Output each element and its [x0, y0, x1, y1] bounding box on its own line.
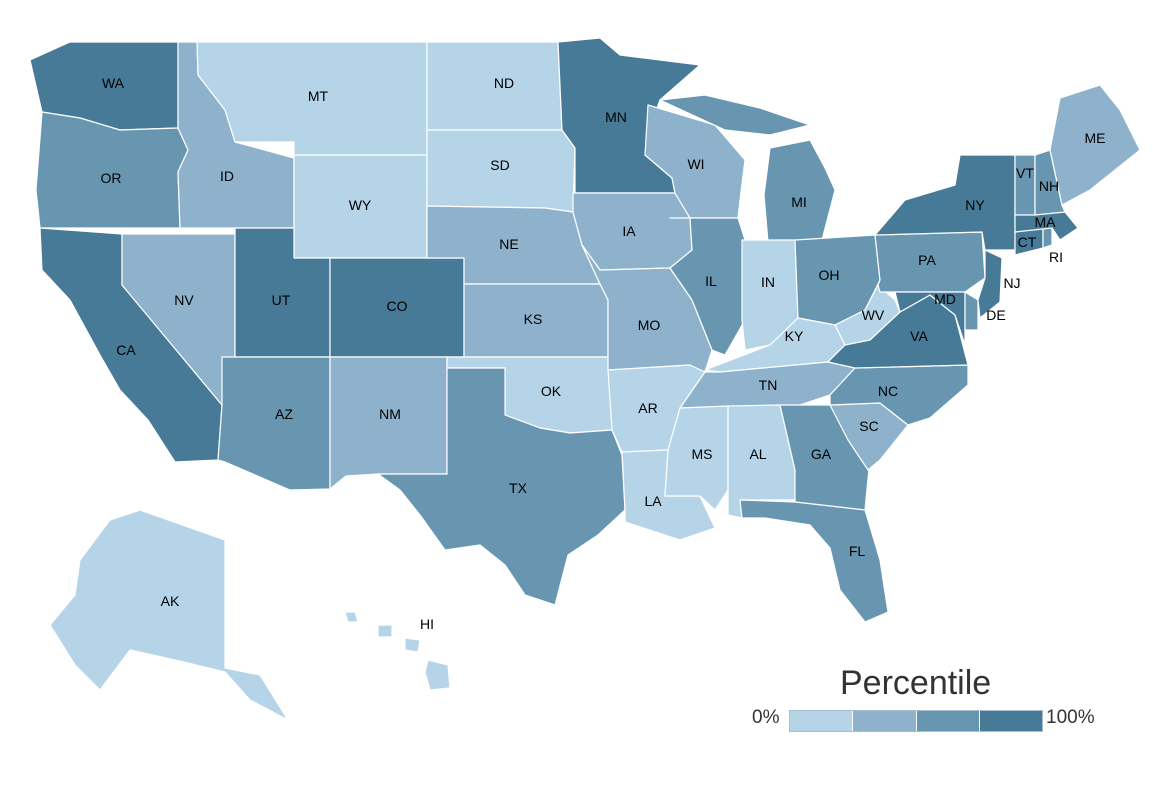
legend-color-scale: [789, 710, 1043, 732]
label-NV: NV: [174, 292, 194, 308]
label-OR: OR: [101, 170, 122, 186]
state-TX[interactable]: [377, 367, 626, 606]
label-ID: ID: [220, 168, 234, 184]
state-labels: WA OR CA ID NV MT WY UT AZ CO NM ND SD N…: [101, 75, 1106, 632]
label-ND: ND: [494, 75, 514, 91]
label-SD: SD: [490, 157, 509, 173]
state-HI[interactable]: [344, 611, 451, 691]
label-KS: KS: [524, 311, 543, 327]
legend-title: Percentile: [840, 664, 992, 702]
label-NM: NM: [379, 406, 401, 422]
label-NJ: NJ: [1003, 275, 1020, 291]
state-MI[interactable]: [659, 94, 836, 243]
state-NH[interactable]: [1034, 149, 1066, 216]
label-WA: WA: [102, 75, 125, 91]
label-WV: WV: [862, 307, 885, 323]
state-RI[interactable]: [1042, 227, 1053, 249]
label-MT: MT: [308, 88, 329, 104]
label-KY: KY: [785, 328, 804, 344]
state-IL[interactable]: [669, 217, 746, 356]
label-AL: AL: [749, 446, 766, 462]
legend-bin-4: [979, 711, 1042, 731]
label-AR: AR: [638, 400, 657, 416]
label-IN: IN: [761, 274, 775, 290]
label-GA: GA: [811, 446, 832, 462]
label-MN: MN: [605, 109, 627, 125]
label-MO: MO: [638, 317, 661, 333]
label-IL: IL: [705, 273, 717, 289]
label-VA: VA: [910, 328, 928, 344]
label-NH: NH: [1039, 178, 1059, 194]
label-TX: TX: [509, 480, 528, 496]
state-FL[interactable]: [739, 499, 889, 623]
label-FL: FL: [849, 543, 866, 559]
label-OH: OH: [819, 267, 840, 283]
label-ME: ME: [1085, 130, 1106, 146]
label-CT: CT: [1018, 234, 1037, 250]
state-NM[interactable]: [329, 356, 448, 490]
state-DE[interactable]: [964, 291, 979, 331]
label-SC: SC: [859, 418, 878, 434]
label-NC: NC: [878, 383, 898, 399]
label-AZ: AZ: [275, 406, 293, 422]
label-PA: PA: [918, 252, 936, 268]
label-AK: AK: [161, 593, 180, 609]
label-IA: IA: [622, 223, 636, 239]
legend-max-label: 100%: [1046, 707, 1095, 728]
label-VT: VT: [1016, 165, 1034, 181]
label-HI: HI: [420, 616, 434, 632]
label-MI: MI: [791, 194, 807, 210]
state-AZ[interactable]: [217, 356, 331, 491]
state-ME[interactable]: [1049, 84, 1141, 206]
legend-bin-1: [790, 711, 854, 731]
legend-bin-2: [853, 711, 917, 731]
label-NE: NE: [499, 236, 518, 252]
legend-min-label: 0%: [752, 707, 780, 728]
label-NY: NY: [965, 197, 985, 213]
label-CA: CA: [116, 342, 136, 358]
label-MS: MS: [692, 446, 713, 462]
state-AK[interactable]: [49, 509, 289, 721]
label-WY: WY: [349, 197, 372, 213]
state-NJ[interactable]: [977, 249, 1003, 319]
state-WV[interactable]: [834, 284, 901, 346]
label-WI: WI: [687, 156, 704, 172]
label-MA: MA: [1035, 214, 1057, 230]
state-VT[interactable]: [1014, 154, 1036, 216]
label-RI: RI: [1049, 249, 1063, 265]
label-CO: CO: [387, 298, 408, 314]
label-UT: UT: [272, 292, 291, 308]
label-TN: TN: [759, 377, 778, 393]
legend-bin-3: [916, 711, 980, 731]
label-MD: MD: [934, 291, 956, 307]
label-OK: OK: [541, 383, 562, 399]
label-LA: LA: [644, 493, 662, 509]
label-DE: DE: [986, 307, 1005, 323]
